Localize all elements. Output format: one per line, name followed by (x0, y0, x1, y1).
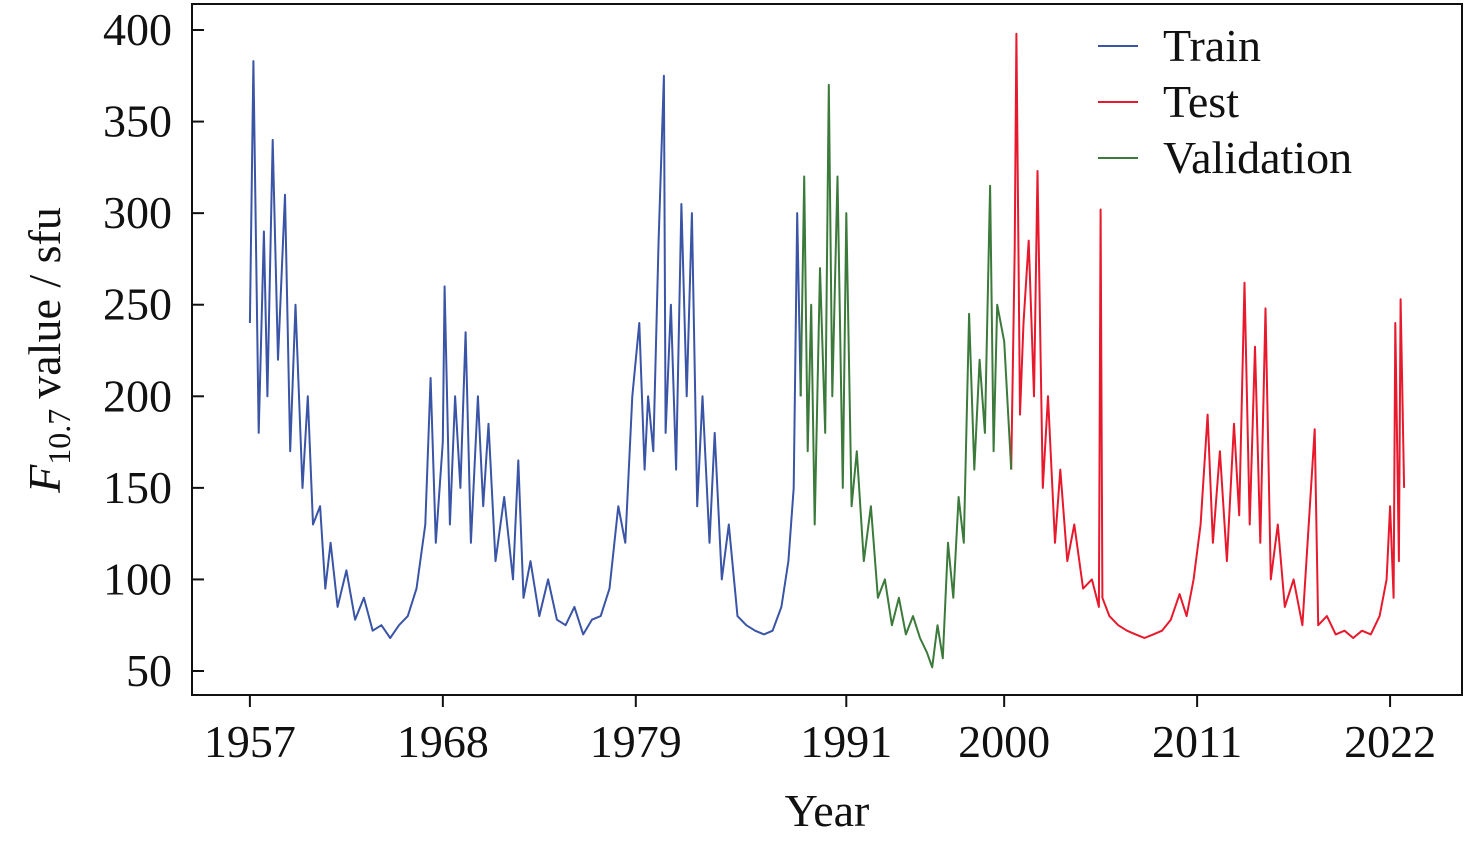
series-line (1010, 32, 1406, 639)
y-tick-label: 150 (103, 462, 172, 513)
plot-frame (191, 3, 1463, 696)
x-axis-label: Year (785, 785, 870, 836)
y-label-subscript: 10.7 (41, 409, 77, 465)
y-tick-label: 350 (103, 96, 172, 147)
legend-label: Train (1163, 20, 1261, 71)
y-tick-label: 250 (103, 279, 172, 330)
y-tick-label: 400 (103, 4, 172, 55)
legend-label: Test (1163, 76, 1239, 127)
x-tick-label: 1979 (590, 716, 682, 767)
x-tick-label: 2011 (1152, 716, 1242, 767)
y-tick-label: 200 (103, 370, 172, 421)
x-tick-label: 1991 (800, 716, 892, 767)
y-axis-label: F10.7 value / sfu (19, 207, 77, 494)
legend-label: Validation (1163, 132, 1352, 183)
series-line (248, 60, 802, 639)
x-tick-label: 1968 (397, 716, 489, 767)
y-label-text: value / sfu (19, 207, 70, 399)
x-tick-label: 2022 (1344, 716, 1436, 767)
y-tick-label: 100 (103, 553, 172, 604)
x-tick-label: 2000 (958, 716, 1050, 767)
y-tick-label: 50 (126, 645, 172, 696)
series-line (799, 83, 1013, 669)
x-tick-label: 1957 (204, 716, 296, 767)
y-label-symbol: F (19, 464, 70, 494)
y-tick-label: 300 (103, 187, 172, 238)
